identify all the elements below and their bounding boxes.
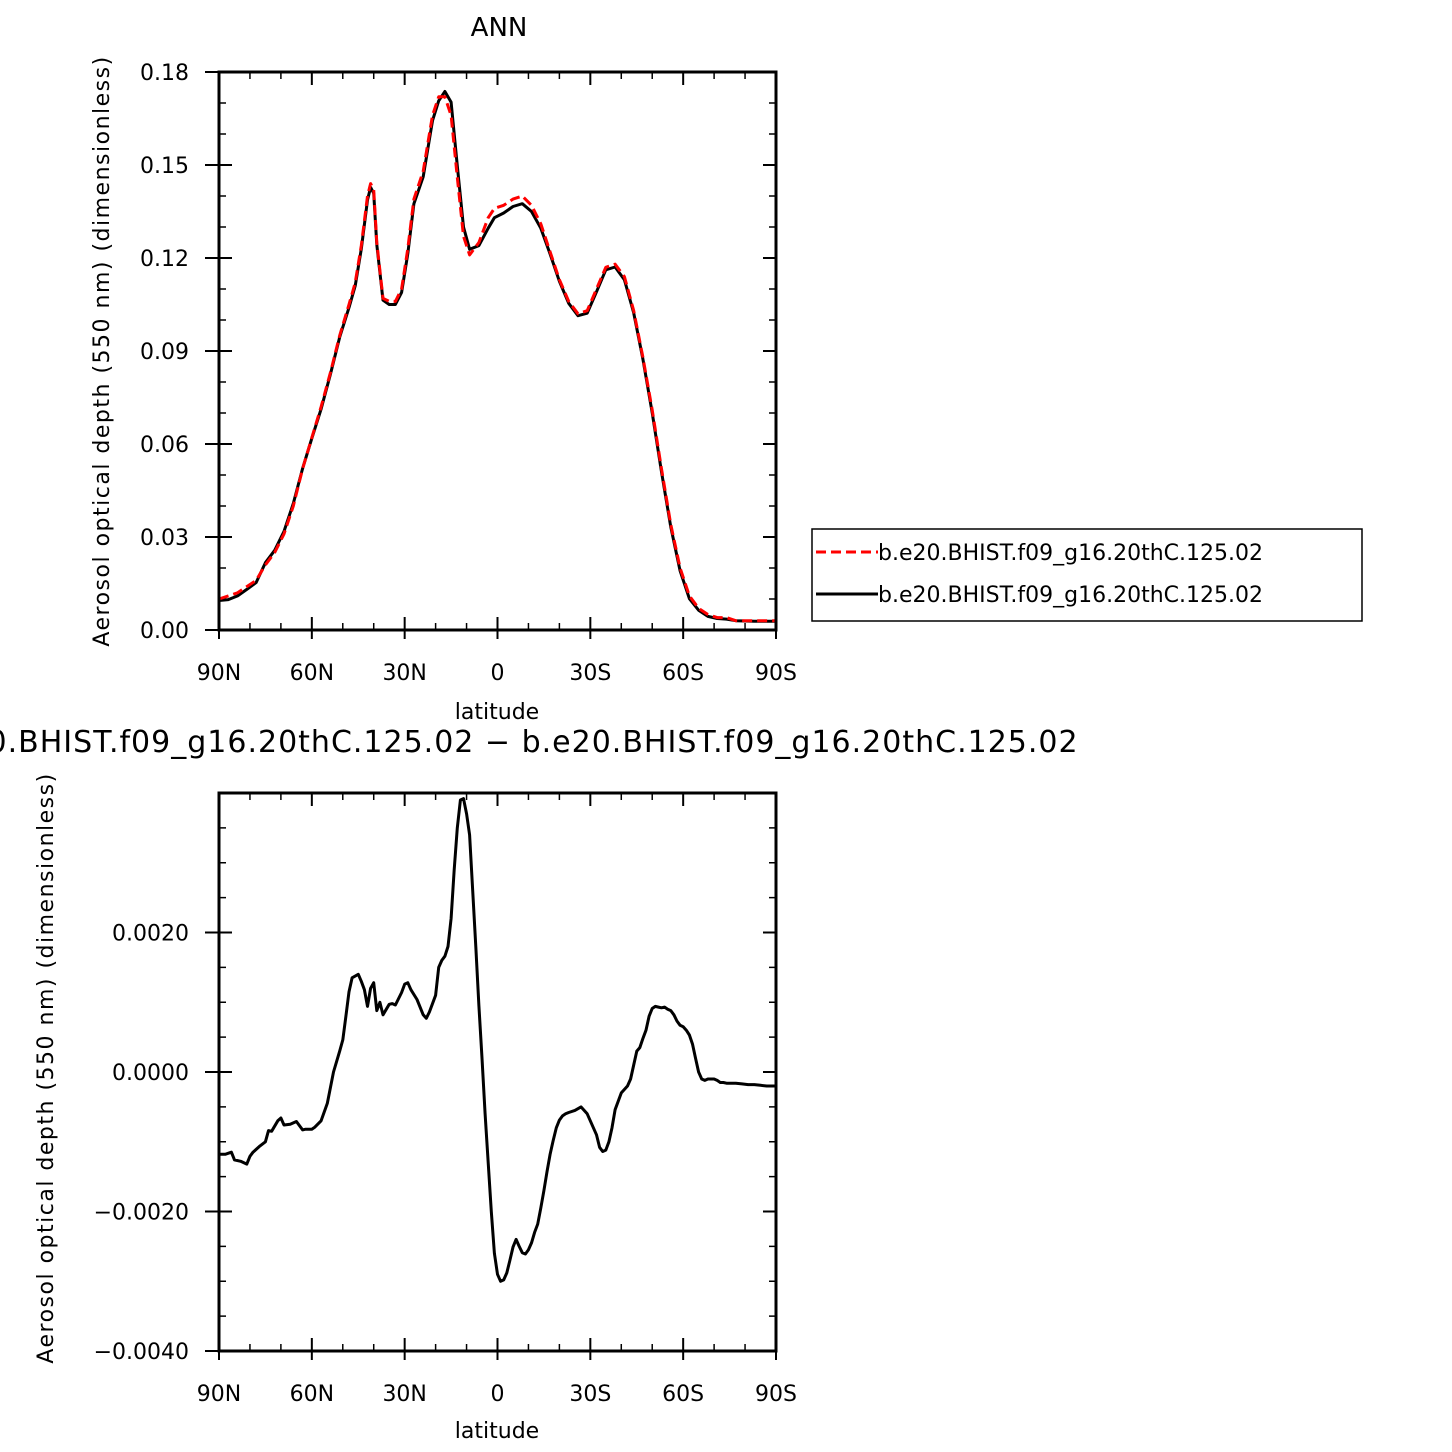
x-tick-label: 90N bbox=[197, 1382, 241, 1407]
x-tick-label: 60N bbox=[290, 661, 334, 686]
y-tick-label: 0.06 bbox=[140, 433, 189, 458]
series-line bbox=[219, 797, 776, 1283]
plot-frame bbox=[217, 70, 778, 632]
legend-box bbox=[811, 528, 1363, 622]
legend-label: b.e20.BHIST.f09_g16.20thC.125.02 bbox=[878, 541, 1263, 566]
y-axis-label: Aerosol optical depth (550 nm) (dimensio… bbox=[90, 55, 115, 646]
y-tick-label: 0.18 bbox=[140, 61, 189, 86]
panel-bottom: b.e20.BHIST.f09_g16.20thC.125.02 − b.e20… bbox=[0, 725, 1079, 1444]
x-tick-label: 30S bbox=[569, 661, 611, 686]
x-tick-label: 90N bbox=[197, 661, 241, 686]
x-tick-label: 60S bbox=[662, 1382, 704, 1407]
plot-frame bbox=[217, 791, 778, 1353]
x-tick-label: 60S bbox=[662, 661, 704, 686]
y-axis-label: Aerosol optical depth (550 nm) (dimensio… bbox=[34, 772, 59, 1363]
y-tick-label: 0.09 bbox=[140, 340, 189, 365]
panel-top: ANN latitude Aerosol optical depth (550 … bbox=[90, 13, 1363, 725]
x-tick-label: 90S bbox=[755, 661, 797, 686]
y-tick-label: 0.0000 bbox=[112, 1061, 189, 1086]
x-tick-label: 30N bbox=[382, 661, 426, 686]
x-tick-label: 0 bbox=[491, 1382, 505, 1407]
x-axis-label: latitude bbox=[455, 700, 539, 725]
x-axis-label: latitude bbox=[455, 1419, 539, 1444]
series-line bbox=[218, 95, 776, 623]
series-line bbox=[218, 90, 776, 623]
legend: b.e20.BHIST.f09_g16.20thC.125.02 b.e20.B… bbox=[811, 528, 1363, 622]
y-tick-label: 0.0020 bbox=[112, 922, 189, 947]
y-tick-label: 0.00 bbox=[140, 619, 189, 644]
chart-title: b.e20.BHIST.f09_g16.20thC.125.02 − b.e20… bbox=[0, 725, 1079, 760]
legend-label: b.e20.BHIST.f09_g16.20thC.125.02 bbox=[878, 583, 1263, 608]
x-tick-label: 0 bbox=[491, 661, 505, 686]
x-tick-label: 90S bbox=[755, 1382, 797, 1407]
chart-title: ANN bbox=[471, 13, 528, 43]
y-tick-label: −0.0040 bbox=[94, 1340, 189, 1365]
x-tick-label: 30N bbox=[382, 1382, 426, 1407]
y-tick-label: 0.12 bbox=[140, 247, 189, 272]
x-tick-label: 60N bbox=[290, 1382, 334, 1407]
y-tick-label: 0.03 bbox=[140, 526, 189, 551]
y-tick-label: 0.15 bbox=[140, 154, 189, 179]
x-tick-label: 30S bbox=[569, 1382, 611, 1407]
y-tick-label: −0.0020 bbox=[94, 1201, 189, 1226]
